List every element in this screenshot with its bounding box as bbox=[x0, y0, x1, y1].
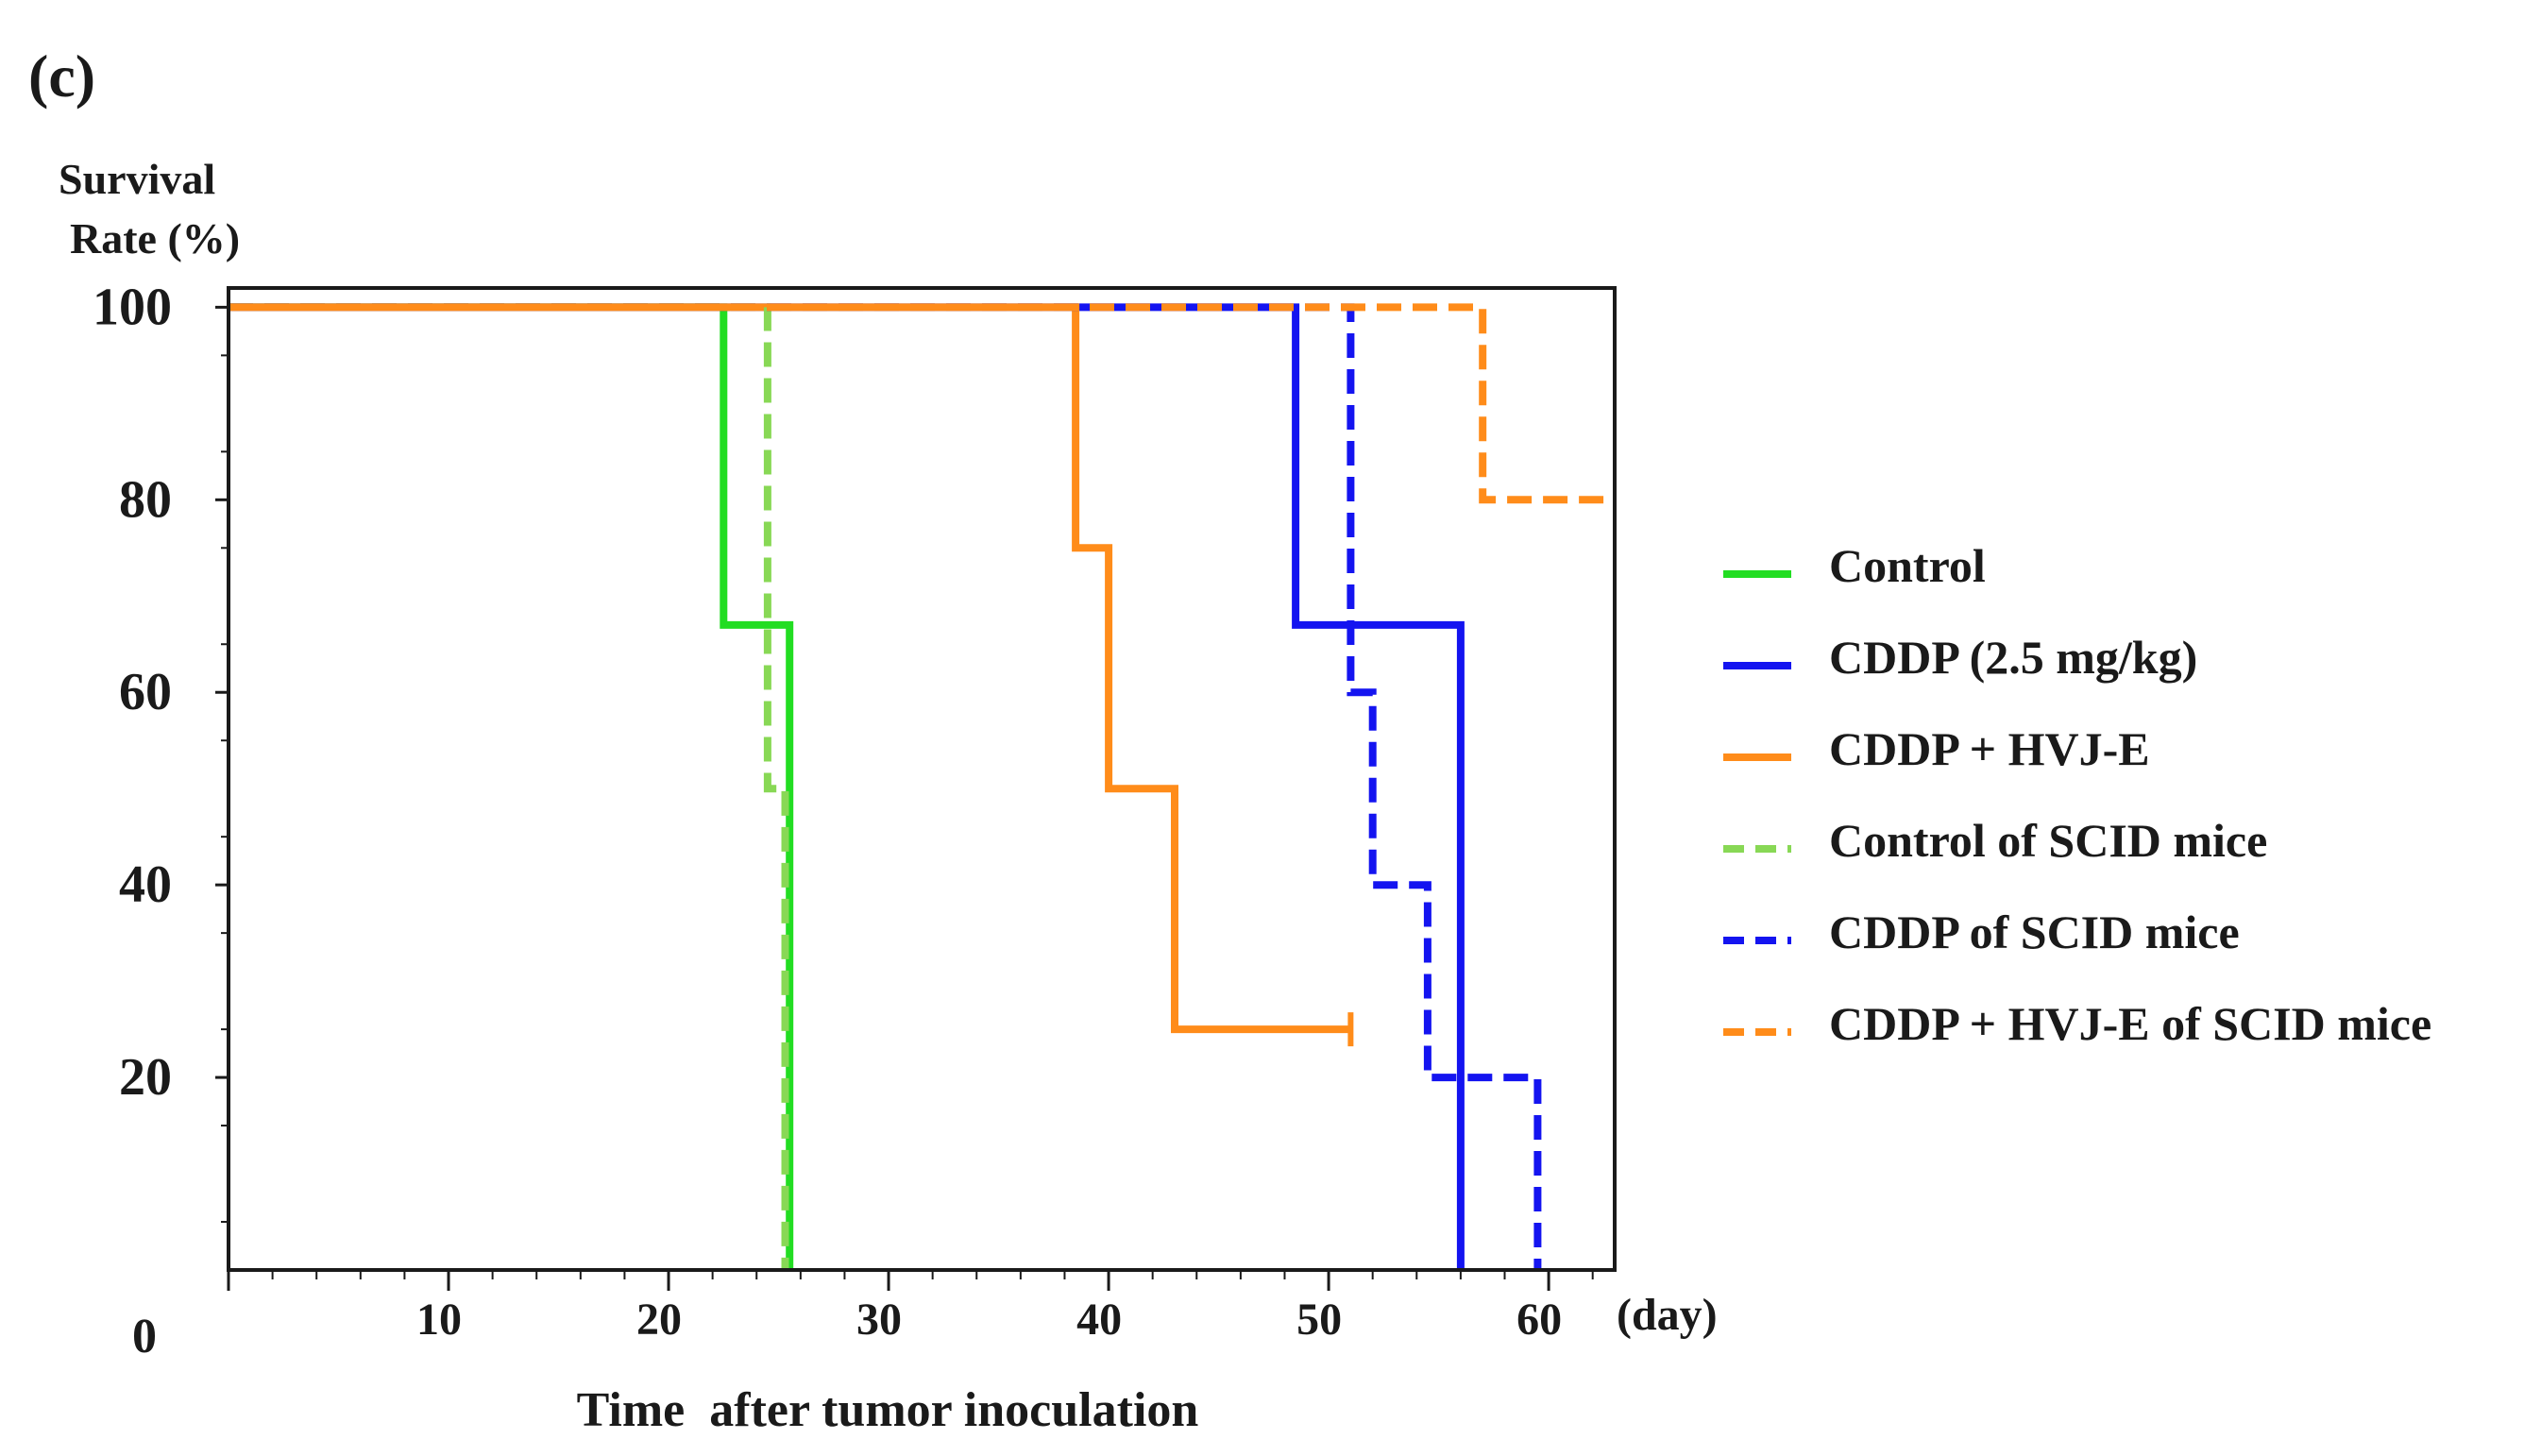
y-tick-label-100: 100 bbox=[93, 278, 172, 336]
x-tick-label-60: 60 bbox=[1516, 1295, 1562, 1345]
series-line-3 bbox=[229, 303, 789, 1270]
plot-frame bbox=[227, 286, 1617, 1272]
series-line-1 bbox=[229, 303, 1465, 1270]
origin-label: 0 bbox=[132, 1310, 157, 1363]
panel-label: (c) bbox=[28, 42, 95, 110]
legend-label-4: CDDP of SCID mice bbox=[1829, 906, 2240, 958]
legend-label-0: Control bbox=[1829, 539, 1986, 592]
y-tick-label-20: 20 bbox=[119, 1048, 172, 1107]
y-tick-label-80: 80 bbox=[119, 470, 172, 529]
x-tick-label-10: 10 bbox=[416, 1295, 462, 1345]
series-line-4 bbox=[229, 303, 1542, 1270]
series-line-5 bbox=[229, 303, 1615, 504]
x-tick-label-30: 30 bbox=[856, 1295, 902, 1345]
y-tick-label-40: 40 bbox=[119, 855, 172, 914]
y-axis-label-line-1: Survival bbox=[59, 155, 215, 203]
series-line-0 bbox=[229, 303, 794, 1270]
y-axis-label-line-2: Rate (%) bbox=[70, 214, 240, 262]
axis-ticks bbox=[215, 305, 1594, 1291]
legend-label-2: CDDP + HVJ-E bbox=[1829, 722, 2150, 775]
legend-label-1: CDDP (2.5 mg/kg) bbox=[1829, 631, 2197, 684]
x-tick-label-20: 20 bbox=[636, 1295, 682, 1345]
survival-curves bbox=[229, 303, 1615, 1270]
x-unit-label: (day) bbox=[1617, 1290, 1718, 1340]
x-axis-title: Time after tumor inoculation bbox=[577, 1383, 1199, 1437]
legend-label-3: Control of SCID mice bbox=[1829, 814, 2267, 867]
y-tick-label-60: 60 bbox=[119, 663, 172, 721]
tick-labels: 20 40 60 80 100 10 20 30 40 50 60 bbox=[93, 278, 1562, 1345]
legend-label-5: CDDP + HVJ-E of SCID mice bbox=[1829, 997, 2431, 1050]
legend: Control CDDP (2.5 mg/kg) CDDP + HVJ-E Contr… bbox=[1723, 539, 2431, 1050]
x-tick-label-50: 50 bbox=[1296, 1295, 1342, 1345]
series-line-2 bbox=[229, 303, 1351, 1034]
x-tick-label-40: 40 bbox=[1076, 1295, 1122, 1345]
